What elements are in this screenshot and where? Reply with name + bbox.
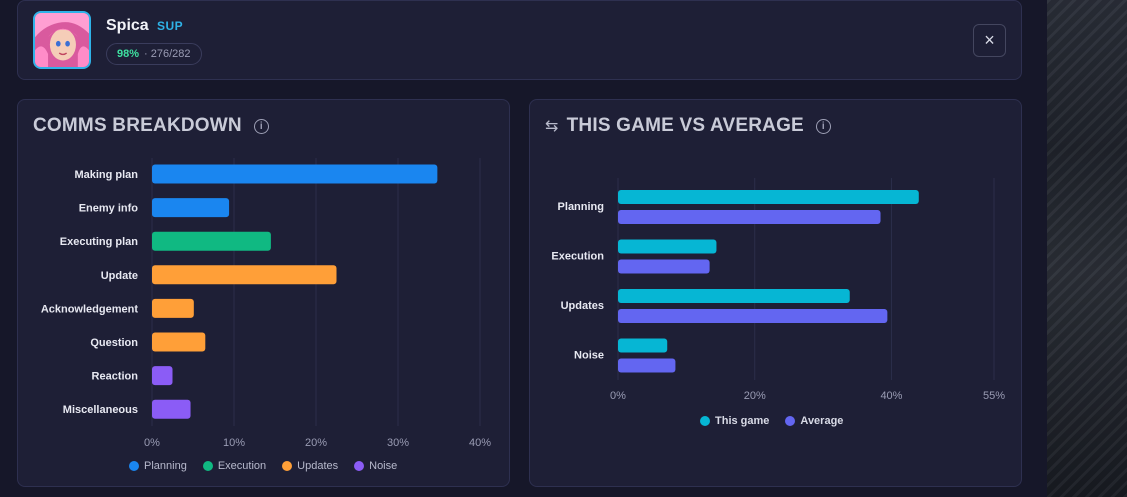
legend-label: Average [800, 415, 844, 427]
legend-dot-planning [129, 461, 139, 471]
legend-dot-this-game [700, 416, 710, 426]
category-label: Reaction [92, 371, 139, 383]
bar-this-game-planning [618, 190, 919, 204]
bar-this-game-execution [618, 239, 717, 254]
x-tick-label: 10% [223, 437, 245, 449]
category-label: Making plan [74, 169, 138, 181]
game-vs-average-panel: ⇆ THIS GAME VS AVERAGE i 0% 20% 40% 55% Plan… [529, 99, 1022, 487]
bar-average-updates [618, 309, 888, 323]
bar-making-plan [152, 164, 438, 184]
category-label: Miscellaneous [63, 404, 138, 416]
category-label: Execution [551, 251, 604, 263]
x-tick-label: 0% [144, 437, 160, 449]
legend-label: Execution [217, 460, 267, 472]
legend-item-noise: Noise [354, 460, 397, 472]
bar-question [152, 332, 206, 352]
comms-breakdown-panel: COMMS BREAKDOWN i 0% 10% 20% 30% 40% Making p… [17, 99, 510, 487]
category-label: Planning [558, 201, 604, 213]
category-label: Enemy info [79, 203, 139, 215]
bar-average-planning [618, 210, 881, 224]
category-label: Update [101, 270, 138, 282]
category-label: Noise [574, 350, 604, 362]
champion-portrait-icon [35, 13, 89, 67]
comms-breakdown-chart: 0% 10% 20% 30% 40% Making plan Enemy info Execu… [41, 158, 491, 449]
comms-breakdown-title: COMMS BREAKDOWN [33, 115, 242, 136]
bar-this-game-noise [618, 338, 668, 353]
versus-legend: This game Average [700, 415, 843, 427]
game-vs-average-chart: 0% 20% 40% 55% Planning Execution Updates Noise [551, 178, 1005, 402]
bar-acknowledgement [152, 298, 194, 318]
bar-average-execution [618, 259, 710, 274]
legend-item-updates: Updates [282, 460, 338, 472]
accuracy-pill: 98% · 276/282 [106, 43, 202, 65]
bar-update [152, 265, 337, 285]
legend-dot-execution [202, 461, 213, 471]
game-vs-average-title: THIS GAME VS AVERAGE [566, 115, 804, 136]
category-label: Executing plan [60, 236, 139, 248]
legend-dot-updates [282, 461, 293, 471]
comms-legend: Planning Execution Updates Noise [129, 460, 397, 472]
category-label: Question [90, 337, 138, 349]
legend-dot-average [785, 416, 796, 426]
x-tick-label: 0% [610, 390, 626, 402]
legend-dot-noise [354, 461, 365, 471]
bar-reaction [152, 366, 173, 386]
legend-label: Noise [369, 460, 398, 472]
bar-enemy-info [152, 198, 230, 218]
x-tick-label: 20% [744, 390, 766, 402]
player-name: Spica [106, 17, 149, 34]
comms-breakdown-title-row: COMMS BREAKDOWN i [33, 115, 269, 137]
category-label: Updates [561, 300, 604, 312]
x-tick-label: 40% [469, 437, 491, 449]
bar-this-game-updates [618, 289, 850, 303]
bar-miscellaneous [152, 399, 191, 419]
x-tick-label: 55% [983, 390, 1005, 402]
legend-label: Updates [297, 460, 339, 472]
accuracy-count: · 276/282 [144, 48, 191, 60]
legend-item-execution: Execution [202, 460, 267, 472]
background-scenery [1047, 0, 1127, 497]
legend-item-average: Average [785, 415, 843, 427]
player-role-badge: SUP [157, 19, 184, 33]
info-icon[interactable]: i [253, 118, 269, 134]
x-tick-label: 30% [387, 437, 409, 449]
swap-arrows-icon: ⇆ [545, 118, 559, 135]
bar-average-noise [618, 358, 676, 373]
bar-executing-plan [152, 231, 271, 251]
x-tick-label: 40% [880, 390, 902, 402]
legend-label: This game [715, 415, 770, 427]
accuracy-percent: 98% [117, 48, 140, 60]
x-tick-label: 20% [305, 437, 327, 449]
legend-item-planning: Planning [129, 460, 187, 472]
game-vs-average-title-row: ⇆ THIS GAME VS AVERAGE i [545, 115, 831, 137]
player-header: Spica SUP 98% · 276/282 × [17, 0, 1022, 80]
category-label: Acknowledgement [41, 303, 139, 315]
close-icon: × [984, 30, 995, 50]
legend-label: Planning [144, 460, 187, 472]
info-icon[interactable]: i [815, 118, 831, 134]
legend-item-this-game: This game [700, 415, 769, 427]
close-button[interactable]: × [973, 24, 1006, 57]
champion-avatar [33, 11, 91, 69]
